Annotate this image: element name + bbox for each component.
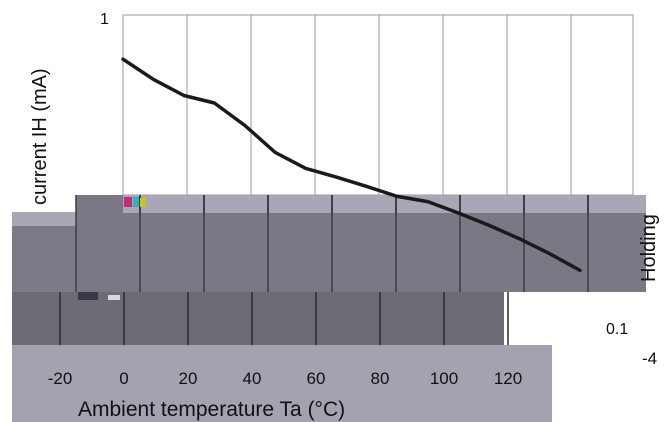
x-tick-label: 120	[494, 369, 522, 388]
glitch-speck	[133, 197, 139, 207]
overlay-band-left-top	[12, 212, 76, 226]
x-tick-label-extra: -4	[642, 349, 657, 368]
y-axis-title-part-2: Holding	[638, 214, 660, 282]
x-tick-label: 40	[243, 369, 262, 388]
x-tick-label: 0	[119, 369, 128, 388]
x-tick-labels: -20 0 20 40 60 80 100 120	[48, 369, 522, 388]
glitch-speck	[124, 197, 132, 207]
grid-upper	[186, 15, 572, 195]
x-tick-label: 60	[307, 369, 326, 388]
x-axis-title: Ambient temperature Ta (°C)	[78, 398, 345, 421]
x-axis-band	[12, 345, 552, 422]
grid-overlay	[75, 195, 589, 292]
overlay-lower	[12, 292, 504, 345]
grid-lower	[59, 292, 509, 345]
glitch-speck	[108, 295, 120, 300]
glitch-speck	[78, 292, 98, 300]
x-tick-label: -20	[48, 369, 73, 388]
right-strip	[600, 300, 655, 370]
glitch-speck	[140, 198, 146, 207]
x-tick-label: 80	[371, 369, 390, 388]
overlay-band-top	[123, 195, 646, 213]
x-tick-label: 20	[179, 369, 198, 388]
x-tick-label: 100	[430, 369, 458, 388]
plot-area-upper	[122, 14, 634, 196]
y-axis-title-part-1: current IH (mA)	[29, 68, 51, 205]
series-line	[121, 57, 582, 273]
y-tick-label: 1	[100, 11, 109, 28]
y-tick-label: 0.1	[606, 321, 628, 338]
